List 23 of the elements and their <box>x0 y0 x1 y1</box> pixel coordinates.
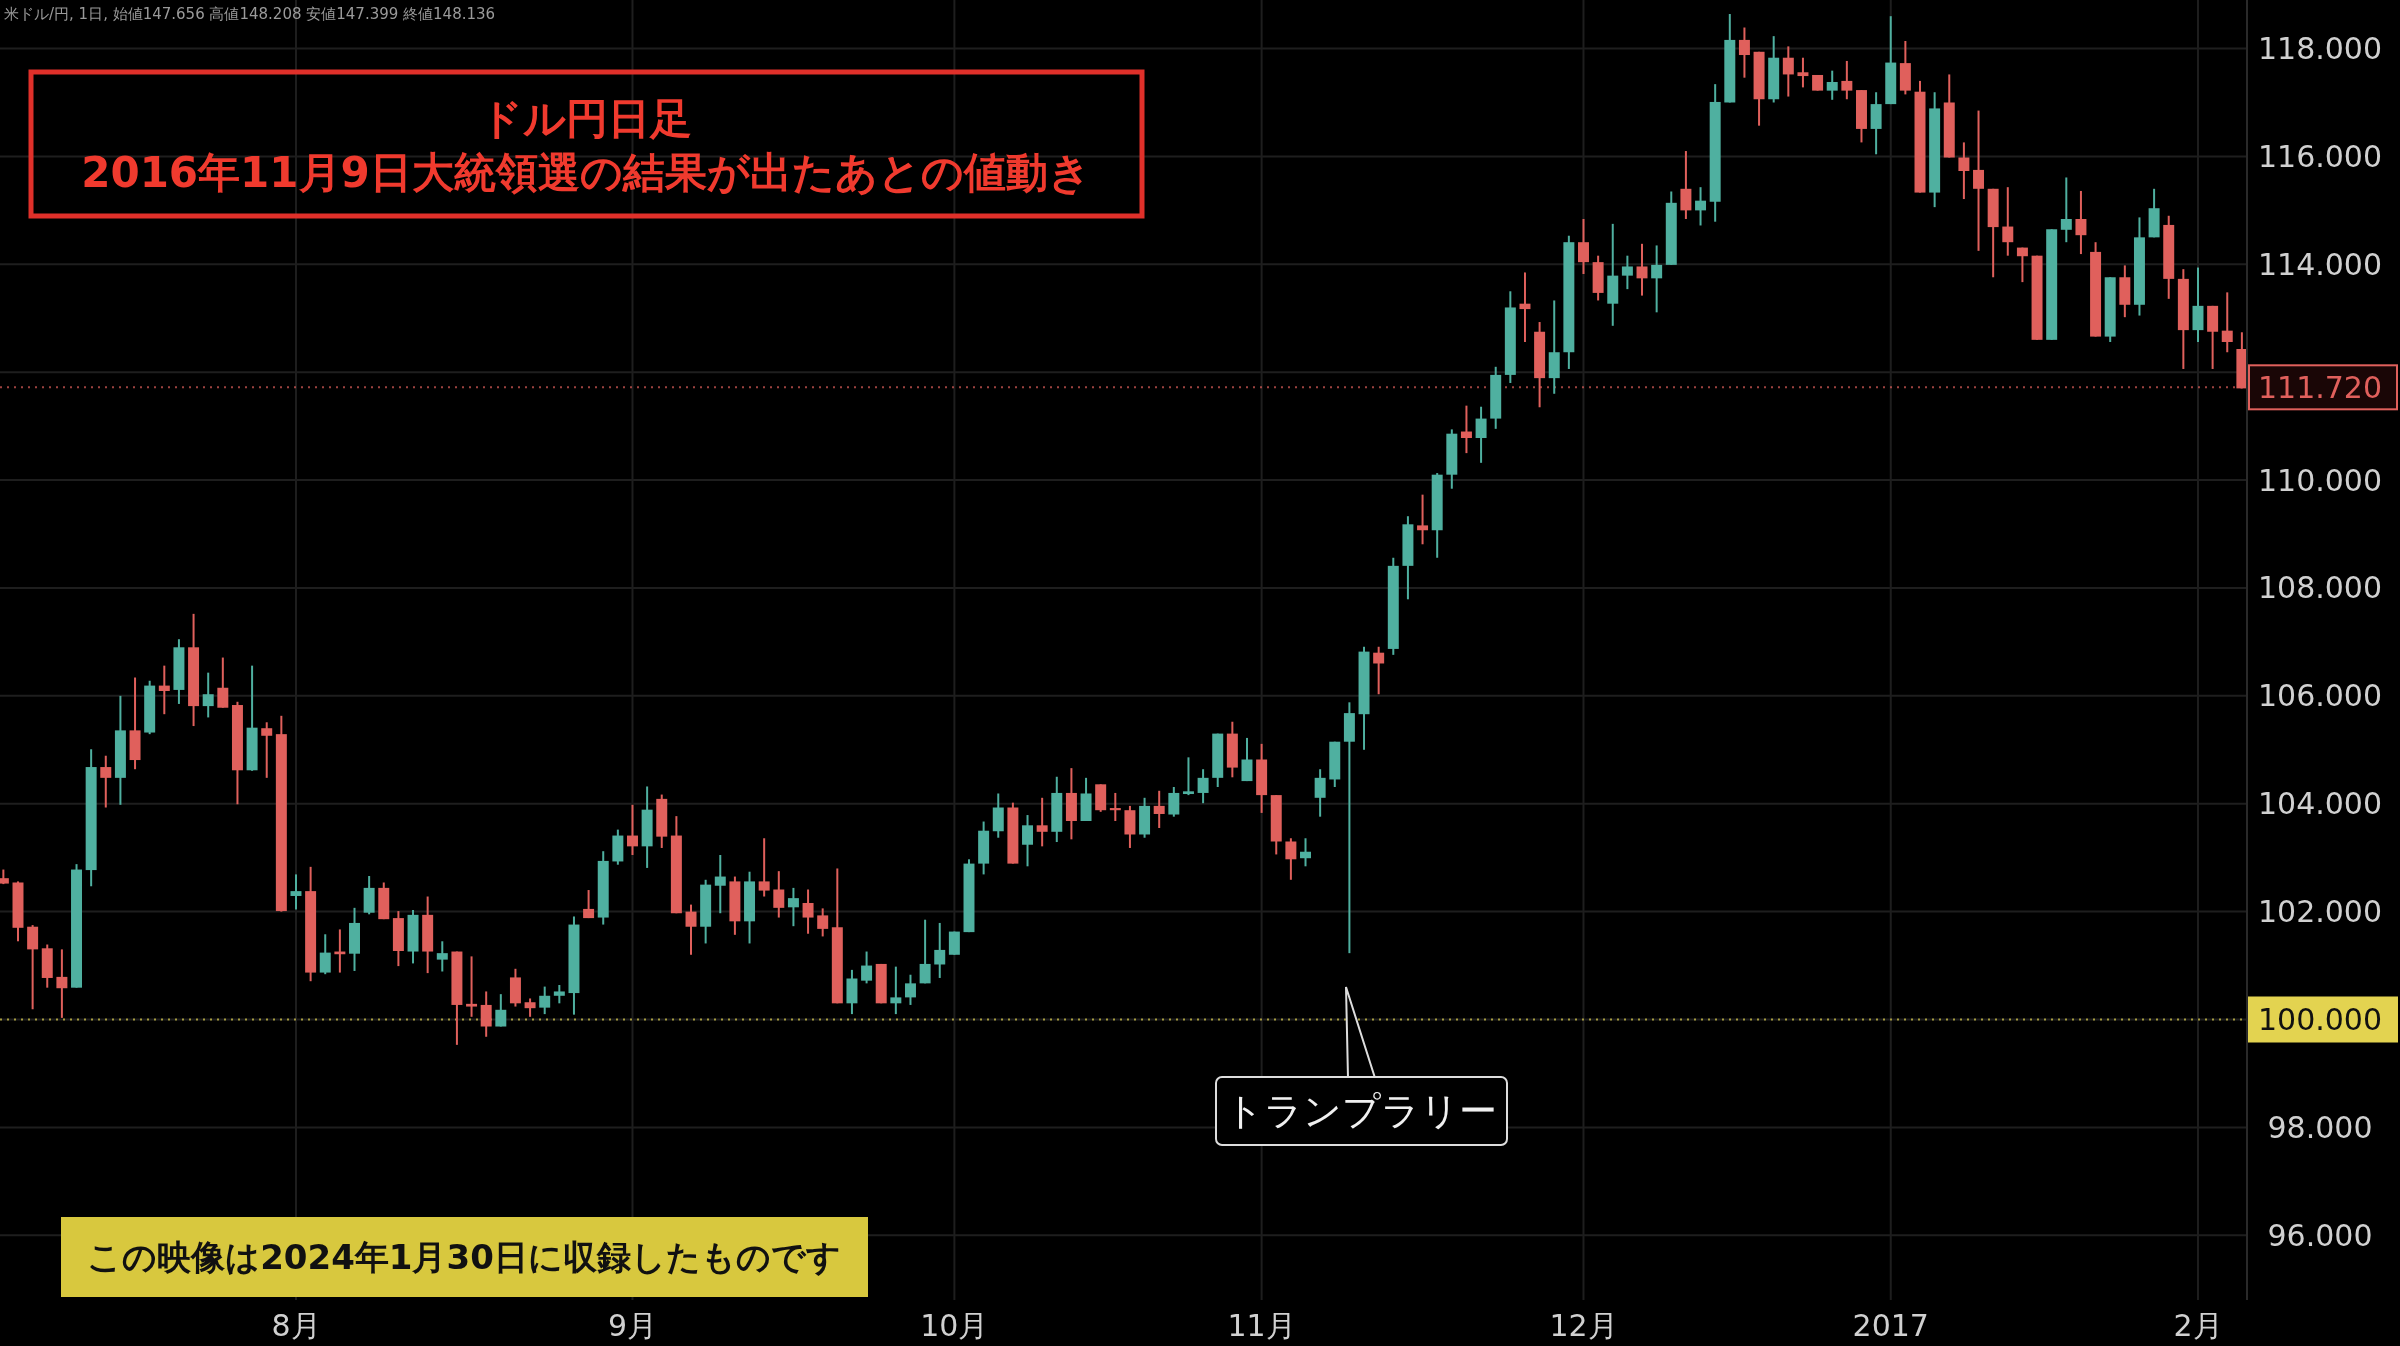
annotation: この映像は2024年1月30日に収録したものです <box>87 1237 841 1277</box>
ref-line-label: 100.000 <box>2257 1002 2383 1037</box>
y-tick-label: 96.000 <box>2267 1217 2373 1253</box>
x-tick-label: 8月 <box>271 1307 321 1343</box>
y-tick-label: 108.000 <box>2257 570 2383 606</box>
annotation: トランプラリー <box>1225 1089 1497 1133</box>
y-tick-label: 118.000 <box>2257 31 2383 67</box>
x-tick-label: 2月 <box>2173 1307 2223 1343</box>
x-tick-label: 11月 <box>1227 1307 1296 1343</box>
y-tick-label: 102.000 <box>2257 894 2383 930</box>
title: ドル円日足 2016年11月9日大統領選の結果が出たあとの値動き <box>28 69 1145 219</box>
x-tick-label: 2017 <box>1852 1307 1929 1343</box>
y-tick-label: 116.000 <box>2257 138 2383 174</box>
y-tick-label: 114.000 <box>2257 246 2383 282</box>
y-tick-label: 106.000 <box>2257 678 2383 714</box>
annotation: 米ドル/円, 1日, 始値147.656 高値148.208 安値147.399 終値148.136 <box>4 5 496 23</box>
y-tick-label: 104.000 <box>2257 786 2383 822</box>
y-tick-label: 98.000 <box>2267 1109 2373 1145</box>
x-tick-label: 10月 <box>920 1307 989 1343</box>
x-tick-label: 12月 <box>1549 1307 1618 1343</box>
x-tick-label: 9月 <box>607 1307 658 1343</box>
y-tick-label: 110.000 <box>2257 462 2383 498</box>
ref-line-label: 111.720 <box>2257 369 2383 405</box>
